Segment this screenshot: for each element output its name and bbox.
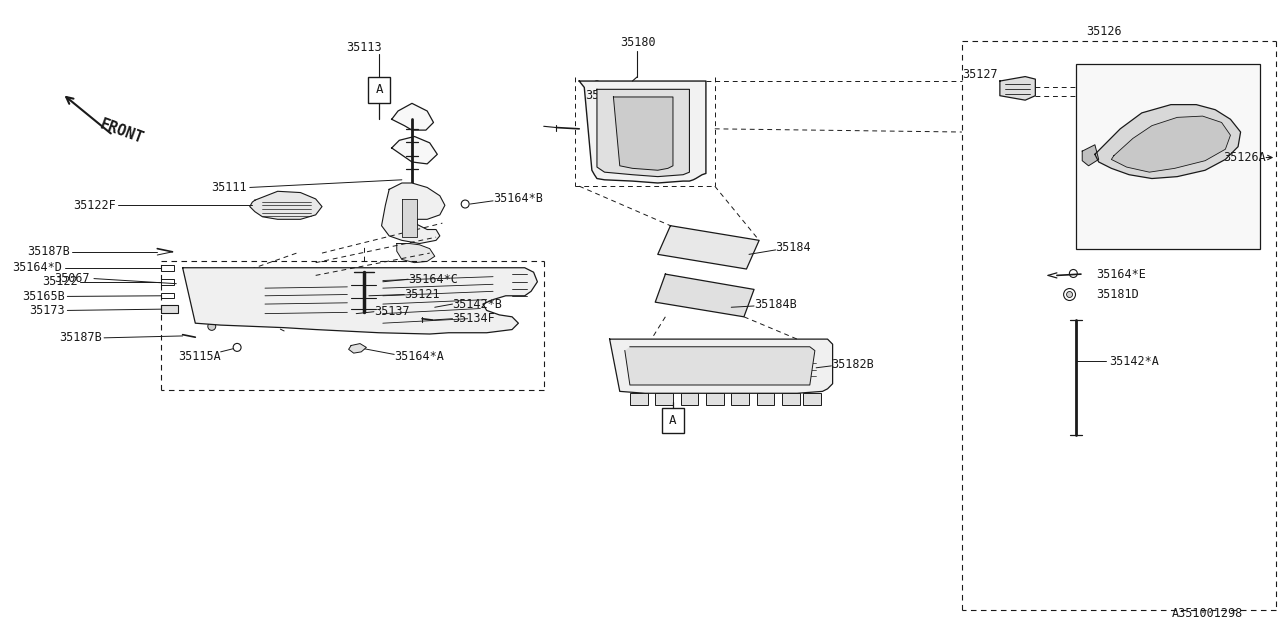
Bar [161, 305, 178, 313]
Text: 35182B: 35182B [831, 358, 874, 371]
Polygon shape [655, 274, 754, 317]
Bar [804, 394, 822, 404]
Text: 35189: 35189 [585, 89, 621, 102]
Text: 35165B: 35165B [22, 290, 65, 303]
Bar [161, 264, 174, 271]
Text: 35113: 35113 [346, 41, 381, 54]
Bar [705, 394, 723, 404]
Polygon shape [658, 226, 759, 269]
Text: 35137: 35137 [374, 305, 410, 318]
Text: 35126A: 35126A [1224, 151, 1266, 164]
Bar [367, 77, 390, 103]
Bar [681, 394, 699, 404]
Polygon shape [1000, 77, 1036, 100]
Text: 35173: 35173 [29, 304, 65, 317]
Text: 35111: 35111 [211, 181, 247, 194]
Text: 35122: 35122 [42, 275, 78, 288]
Bar [662, 408, 685, 433]
Text: 35180: 35180 [620, 36, 655, 49]
Circle shape [502, 319, 509, 327]
Circle shape [216, 310, 224, 317]
Polygon shape [397, 244, 435, 262]
Text: 35164*B: 35164*B [493, 193, 543, 205]
Polygon shape [596, 90, 690, 177]
Text: 35127: 35127 [961, 68, 997, 81]
Bar [782, 394, 800, 404]
Bar [756, 394, 774, 404]
Polygon shape [1094, 104, 1240, 179]
Text: 35164*A: 35164*A [394, 351, 444, 364]
Polygon shape [580, 81, 705, 183]
Text: 35142*A: 35142*A [1108, 355, 1158, 368]
Text: 35164*E: 35164*E [1096, 268, 1146, 280]
Text: 35187B: 35187B [27, 245, 70, 259]
Polygon shape [625, 347, 815, 385]
Text: 35184: 35184 [776, 241, 812, 255]
Polygon shape [381, 183, 445, 244]
Polygon shape [609, 339, 832, 394]
Circle shape [216, 286, 225, 296]
Polygon shape [613, 97, 673, 170]
Circle shape [1066, 292, 1073, 298]
Circle shape [253, 286, 261, 293]
Polygon shape [250, 191, 323, 220]
Polygon shape [392, 103, 434, 130]
Polygon shape [1111, 116, 1230, 172]
Polygon shape [183, 268, 538, 334]
Text: 35121: 35121 [404, 288, 440, 301]
Text: 35067: 35067 [55, 272, 90, 285]
Text: 35122F: 35122F [73, 199, 115, 212]
Bar [1076, 64, 1260, 248]
Polygon shape [392, 136, 438, 164]
Text: FRONT: FRONT [97, 117, 146, 147]
Bar [655, 394, 673, 404]
Polygon shape [1082, 145, 1098, 166]
Circle shape [508, 281, 516, 289]
Text: 35142*B: 35142*B [453, 298, 502, 310]
Text: A: A [375, 83, 383, 97]
Text: 35126: 35126 [1085, 26, 1121, 38]
Text: 35181D: 35181D [1096, 288, 1139, 301]
Bar [161, 278, 174, 285]
Text: 35187B: 35187B [59, 332, 101, 344]
Polygon shape [402, 199, 417, 237]
Circle shape [200, 284, 209, 292]
Bar [161, 293, 174, 298]
Circle shape [207, 323, 216, 330]
Polygon shape [348, 344, 366, 353]
Text: 35164*D: 35164*D [13, 261, 63, 275]
Text: A: A [669, 414, 677, 427]
Text: 35164*C: 35164*C [408, 273, 458, 285]
Bar [630, 394, 648, 404]
Text: 35115A: 35115A [178, 351, 220, 364]
Text: 35134F: 35134F [453, 312, 495, 325]
Bar [731, 394, 749, 404]
Text: 35184B: 35184B [754, 298, 797, 310]
Text: A351001298: A351001298 [1172, 607, 1243, 620]
